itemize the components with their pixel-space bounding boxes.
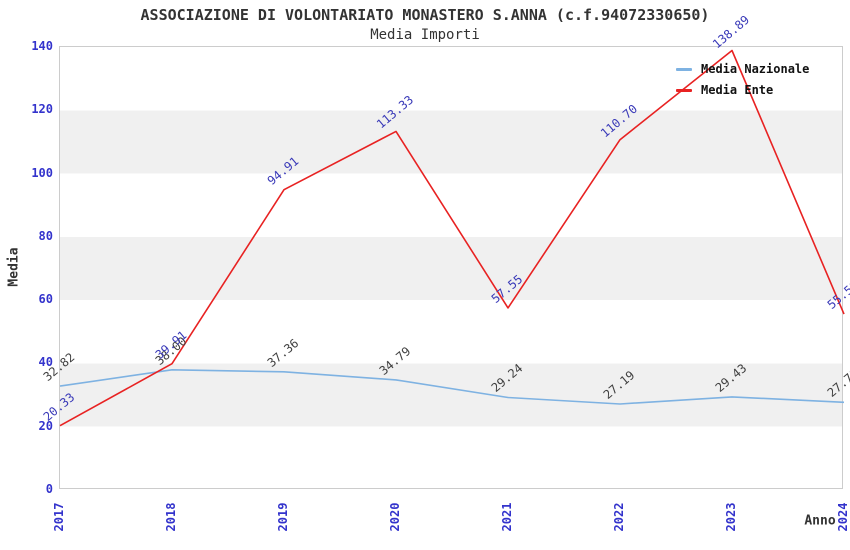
y-tick-label: 100 — [31, 165, 53, 180]
y-tick-label: 20 — [38, 418, 53, 433]
x-tick-label: 2022 — [612, 502, 626, 532]
series-line-media-nazionale — [59, 368, 845, 405]
y-tick-label: 80 — [38, 228, 53, 243]
series-line-media-ente — [59, 49, 845, 427]
y-tick-label: 60 — [38, 292, 53, 307]
chart-title: ASSOCIAZIONE DI VOLONTARIATO MONASTERO S… — [140, 6, 710, 24]
x-axis-title: Anno — [804, 513, 836, 529]
legend: Media Nazionale Media Ente — [676, 62, 809, 97]
y-tick-label: 0 — [45, 482, 53, 496]
y-axis-title: Media — [6, 247, 22, 287]
x-tick-label: 2018 — [164, 502, 178, 532]
chart-subtitle: Media Importi — [370, 27, 480, 43]
legend-label: Media Nazionale — [701, 62, 810, 76]
x-tick-label: 2017 — [52, 502, 66, 532]
x-tick-label: 2024 — [836, 502, 850, 532]
plot-area — [59, 46, 845, 489]
y-tick-label: 40 — [38, 355, 53, 370]
x-tick-label: 2019 — [276, 502, 290, 532]
x-tick-label: 2021 — [500, 502, 514, 532]
x-tick-label: 2020 — [388, 502, 402, 532]
legend-item: Media Ente — [676, 83, 809, 97]
line-chart-svg — [59, 49, 845, 427]
legend-label: Media Ente — [701, 83, 774, 97]
y-tick-label: 140 — [31, 39, 53, 53]
legend-item: Media Nazionale — [676, 62, 809, 76]
legend-line-swatch — [676, 88, 692, 92]
y-tick-label: 120 — [31, 102, 53, 117]
x-tick-label: 2023 — [724, 502, 738, 532]
legend-line-swatch — [676, 67, 692, 71]
